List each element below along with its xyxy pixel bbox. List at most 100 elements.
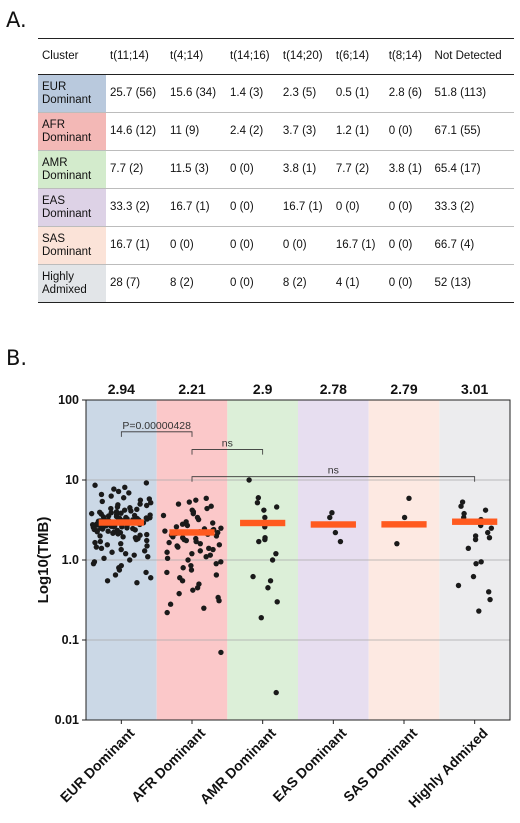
data-point: [210, 520, 216, 526]
data-point: [160, 512, 167, 519]
data-point: [92, 482, 98, 488]
data-point: [401, 514, 408, 521]
median-bar: [169, 529, 215, 536]
header-t4-14: t(4;14): [170, 50, 204, 62]
data-point: [194, 585, 201, 591]
data-point: [179, 578, 186, 584]
data-point: [273, 689, 279, 696]
table-cell: 0 (0): [388, 239, 413, 251]
table-row: AMR Dominant 7.7 (2) 11.5 (3) 0 (0) 3.8 (1) 7…: [38, 150, 514, 189]
data-point: [216, 542, 223, 548]
table-cell: 11.5 (3): [170, 163, 209, 175]
data-point: [143, 502, 150, 509]
data-point: [197, 548, 204, 554]
data-point: [92, 539, 98, 546]
data-point: [190, 510, 196, 517]
comparison-bracket: [191, 449, 264, 455]
data-point: [455, 582, 462, 589]
table-cell: 3.8 (1): [388, 163, 422, 175]
data-point: [164, 555, 171, 562]
header-t11-14: t(11;14): [110, 50, 149, 62]
data-point: [134, 506, 140, 513]
header-cluster: Cluster: [42, 50, 79, 62]
data-point: [273, 504, 280, 510]
median-value-label: 2.21: [178, 381, 205, 397]
data-point: [394, 540, 400, 547]
data-point: [97, 538, 104, 545]
panel-b-label: B.: [6, 346, 28, 370]
comparison-bracket: [191, 476, 476, 482]
data-point: [144, 543, 150, 549]
table-cell: 33.3 (2): [434, 201, 475, 213]
y-tick-label: 10: [65, 473, 79, 487]
table-cell: 0 (0): [230, 239, 254, 251]
data-point: [465, 545, 472, 552]
table-cell: 28 (7): [110, 277, 141, 289]
data-point: [104, 578, 111, 584]
data-point: [143, 480, 150, 486]
table-cell: 2.4 (2): [230, 125, 264, 137]
median-value-label: 3.01: [461, 381, 488, 397]
data-point: [121, 507, 128, 513]
table-cell-cluster: EUR Dominant: [38, 74, 106, 113]
data-point: [213, 533, 220, 539]
data-point: [98, 491, 105, 498]
data-point: [109, 549, 115, 555]
data-point: [115, 531, 121, 537]
data-point: [98, 545, 105, 552]
data-point: [144, 531, 150, 538]
data-point: [114, 504, 121, 510]
data-point: [329, 510, 335, 516]
comparison-label: ns: [328, 465, 339, 477]
data-point: [127, 557, 133, 563]
table-cell: 33.3 (2): [110, 201, 150, 213]
data-point: [210, 546, 216, 553]
translocation-table: Cluster t(11;14) t(4;14) t(14;16) t(14;2…: [38, 38, 514, 303]
data-point: [164, 569, 170, 576]
header-t14-16: t(14;16): [230, 50, 270, 62]
x-tick-label: SAS Dominant: [340, 725, 420, 805]
data-point: [201, 605, 207, 611]
table-cell-cluster: Highly Admixed: [38, 264, 106, 303]
table-cell: 2.3 (5): [282, 87, 317, 99]
data-point: [195, 516, 202, 523]
data-point: [105, 513, 112, 519]
data-point: [99, 498, 105, 505]
data-point: [486, 534, 493, 541]
data-point: [190, 587, 196, 593]
table-cell: 2.8 (6): [388, 87, 422, 99]
y-tick-label: 0.01: [55, 713, 79, 727]
table-cell: 66.7 (4): [434, 239, 475, 251]
comparison-label: ns: [222, 438, 233, 450]
data-point: [406, 495, 412, 502]
table-cell: 8 (2): [170, 277, 194, 289]
table-cell: 0 (0): [388, 277, 413, 289]
data-point: [184, 522, 191, 529]
data-point: [164, 549, 170, 555]
table-row: EAS Dominant 33.3 (2) 16.7 (1) 0 (0) 16.7 (1…: [38, 188, 514, 227]
median-bar: [310, 521, 356, 528]
data-point: [118, 510, 124, 516]
data-point: [213, 572, 220, 578]
data-point: [144, 516, 150, 522]
data-point: [250, 573, 256, 580]
table-cell: 51.8 (113): [434, 87, 487, 99]
data-point: [476, 608, 482, 614]
data-point: [269, 557, 276, 563]
data-point: [112, 572, 119, 578]
data-point: [188, 567, 195, 573]
data-point: [186, 499, 193, 505]
median-bar: [381, 521, 427, 528]
y-axis-label: Log10(TMB): [35, 517, 52, 604]
table-cell: 14.6 (12): [110, 125, 157, 137]
data-point: [108, 493, 114, 499]
x-tick-label: AFR Dominant: [128, 725, 208, 805]
data-point: [120, 534, 126, 540]
data-point: [175, 544, 181, 550]
table-cell: 11 (9): [170, 125, 200, 137]
header-not-detected: Not Detected: [434, 50, 502, 62]
data-point: [216, 597, 222, 604]
data-point: [124, 525, 130, 531]
data-point: [162, 528, 168, 534]
x-tick-label: AMR Dominant: [197, 725, 279, 807]
